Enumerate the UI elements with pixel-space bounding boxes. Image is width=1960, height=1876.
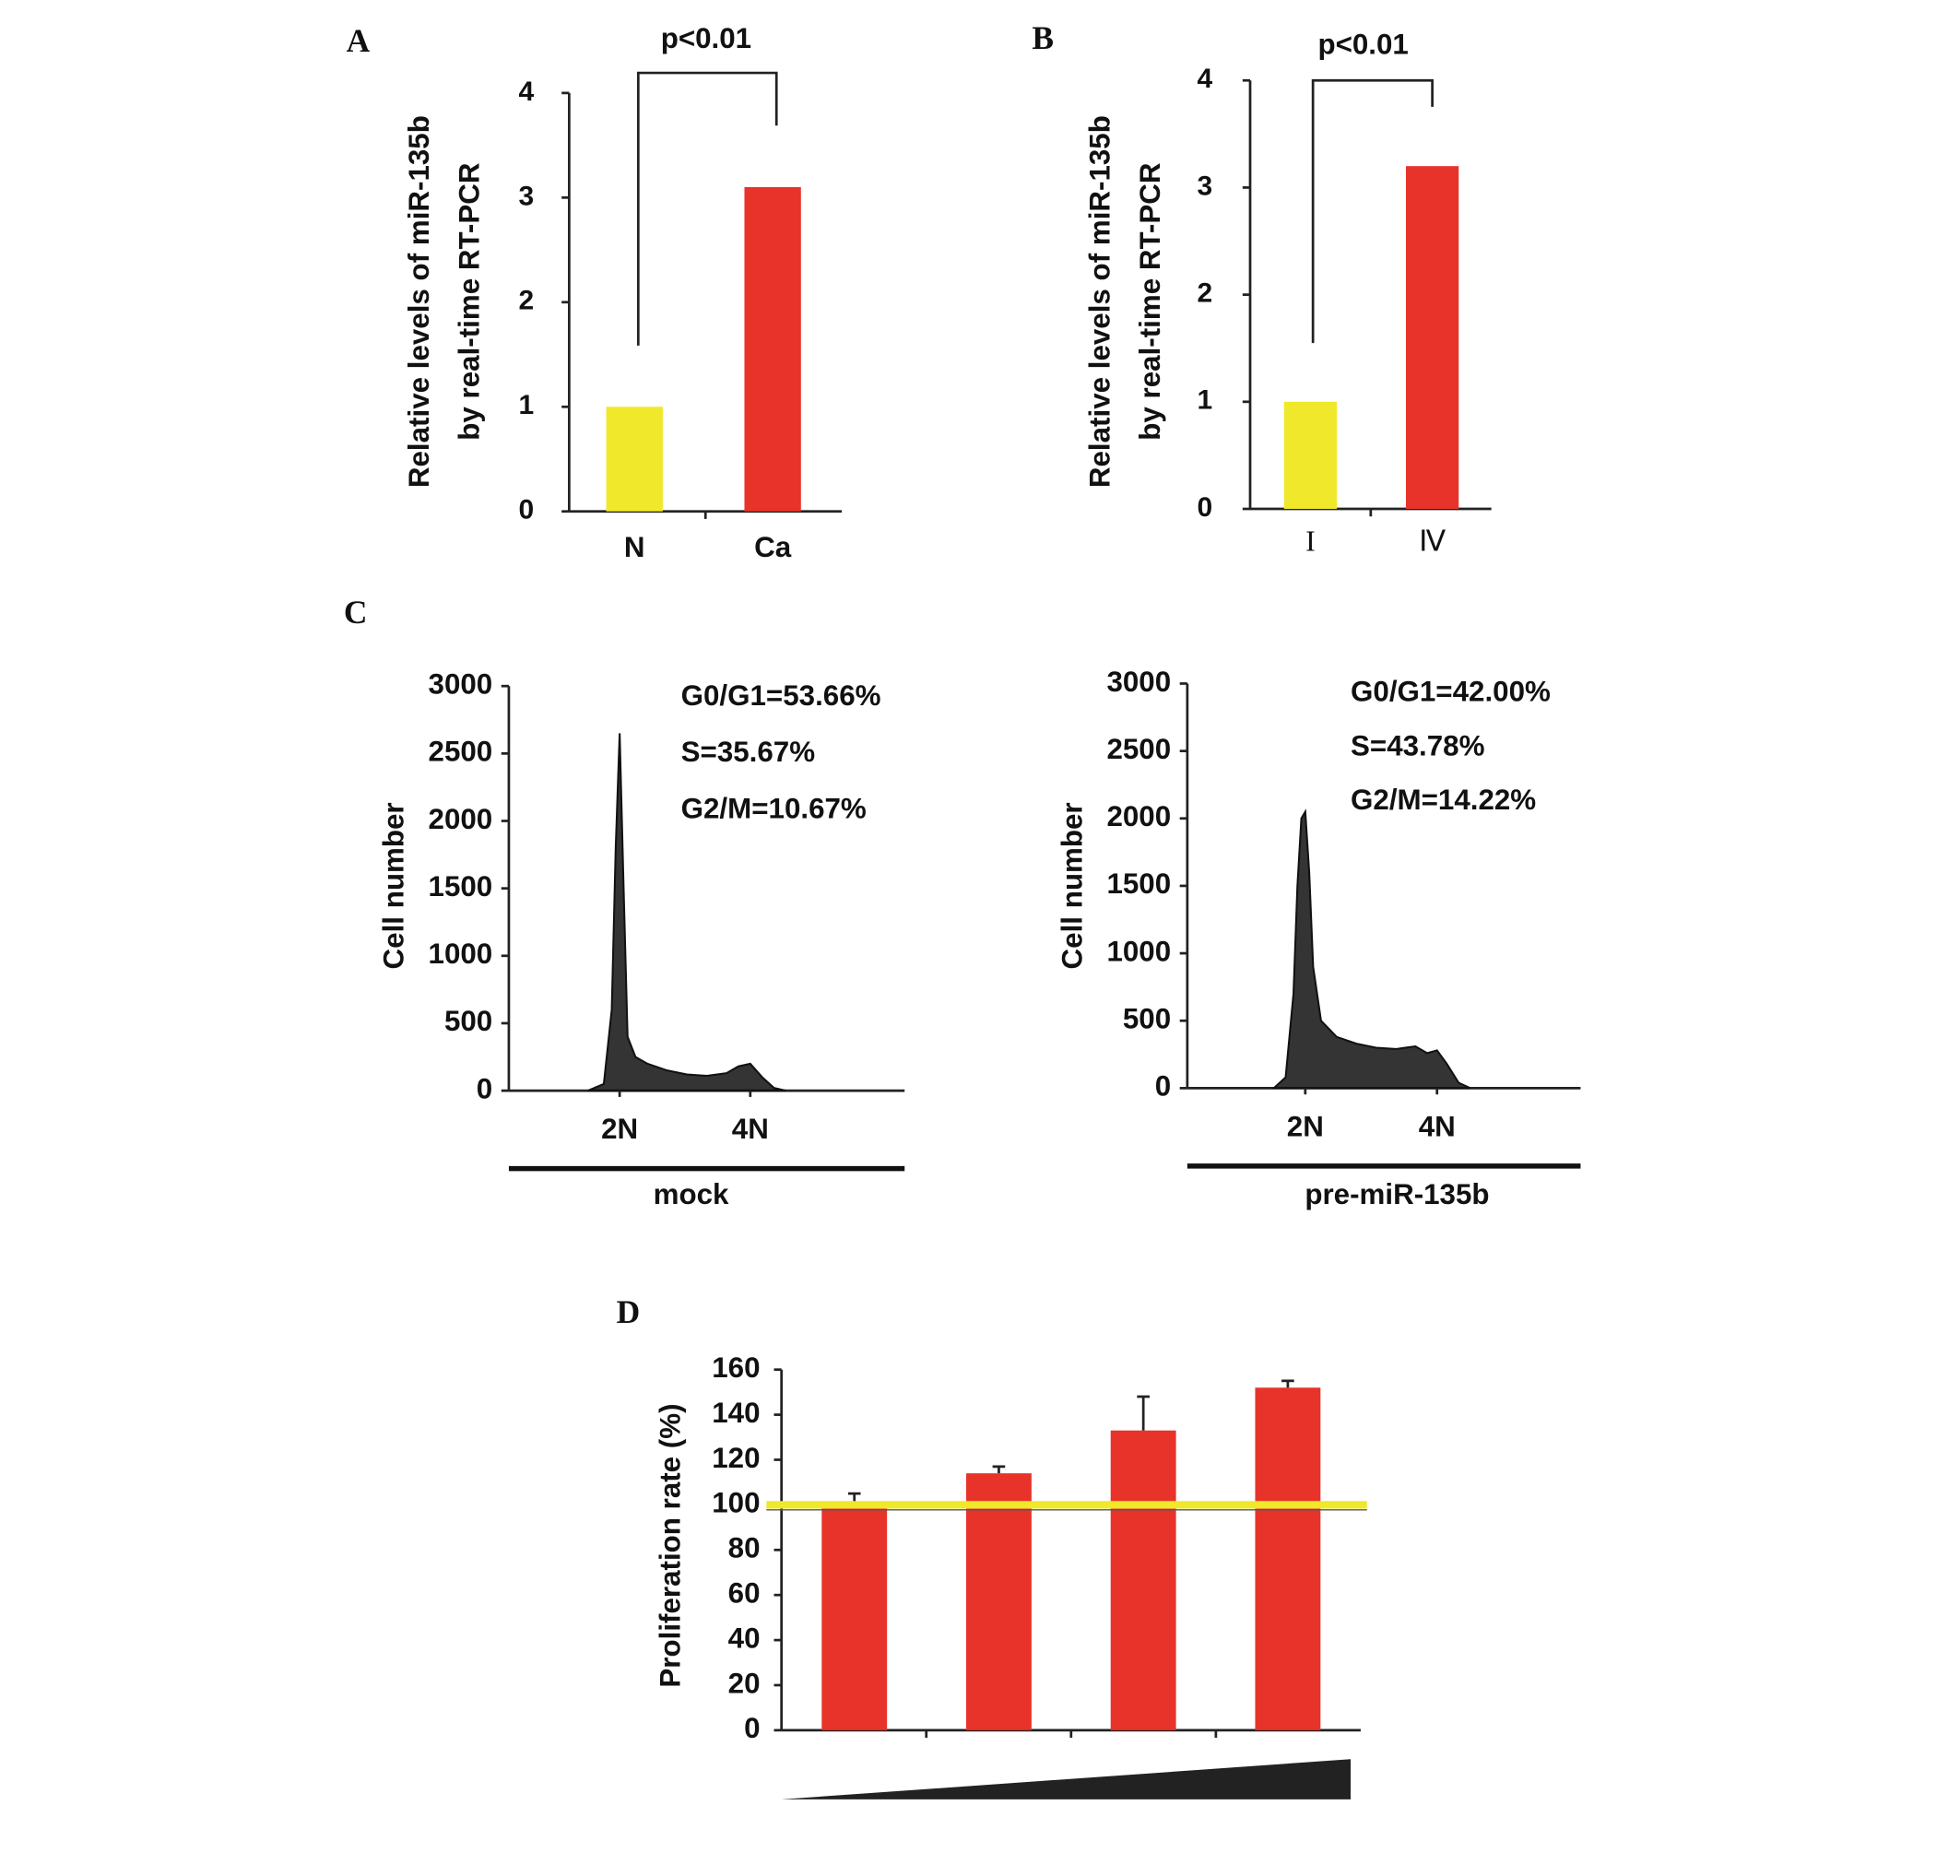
y-tick-label: 2500: [1106, 733, 1171, 765]
y-axis-label: Proliferation rate (%): [654, 1403, 686, 1687]
y-tick-label: 1000: [1106, 935, 1171, 967]
y-tick-label: 0: [519, 495, 535, 525]
histogram-area: [1271, 808, 1471, 1090]
bar: [1405, 166, 1459, 510]
histogram-area: [587, 733, 786, 1092]
bar: [1110, 1430, 1176, 1730]
x-tick-label: 2N: [1287, 1110, 1324, 1142]
significance-bracket: [636, 71, 778, 346]
error-bar: [992, 1465, 1006, 1474]
y-tick-label: 1000: [429, 938, 493, 970]
significance-bracket: [1311, 78, 1434, 344]
y-tick-label: 140: [712, 1397, 760, 1429]
annotation: G2/M=14.22%: [1351, 784, 1536, 816]
y-tick-label: 2000: [429, 803, 493, 835]
y-axis-label: by real-time RT-PCR: [453, 163, 485, 441]
panel-label: D: [617, 1293, 641, 1330]
y-tick-label: 500: [444, 1005, 492, 1037]
bar: [606, 407, 663, 512]
annotation: p<0.01: [1317, 29, 1408, 61]
y-tick-label: 0: [1197, 492, 1212, 523]
y-tick-label: 1: [1197, 385, 1212, 416]
error-bar: [1281, 1379, 1294, 1388]
y-tick-label: 3: [519, 181, 535, 211]
panel-label: B: [1032, 19, 1054, 56]
x-tick-label: 4N: [732, 1113, 769, 1145]
annotation: S=35.67%: [681, 736, 816, 768]
annotation: G0/G1=42.00%: [1351, 676, 1551, 708]
y-tick-label: 40: [728, 1622, 761, 1654]
x-tick-label: Ⅳ: [1419, 525, 1446, 557]
annotation: G0/G1=53.66%: [681, 679, 881, 712]
y-tick-label: 3000: [429, 667, 493, 700]
x-tick-label: N: [624, 531, 645, 563]
y-tick-label: 20: [728, 1667, 761, 1699]
y-tick-label: 0: [477, 1072, 492, 1104]
y-tick-label: 4: [1197, 64, 1212, 94]
annotation: p<0.01: [661, 22, 751, 54]
annotation: S=43.78%: [1351, 729, 1485, 761]
x-axis-label: pre-miR-135b: [1305, 1178, 1489, 1210]
x-tick-label: 2N: [601, 1113, 638, 1145]
x-tick-label: 4N: [1419, 1110, 1456, 1142]
dose-wedge: [781, 1759, 1352, 1799]
y-tick-label: 2: [1197, 278, 1212, 309]
y-axis-label: Cell number: [378, 802, 410, 969]
y-tick-label: 120: [712, 1442, 760, 1474]
y-tick-label: 0: [744, 1712, 760, 1744]
y-axis-label: Relative levels of miR-135b: [1083, 115, 1116, 488]
bar: [966, 1473, 1032, 1730]
bar: [821, 1504, 888, 1730]
y-tick-label: 160: [712, 1351, 760, 1384]
y-axis-label: by real-time RT-PCR: [1134, 163, 1166, 441]
y-axis-label: Cell number: [1056, 802, 1088, 969]
y-tick-label: 1500: [429, 870, 493, 903]
y-tick-label: 60: [728, 1576, 761, 1609]
y-tick-label: 2: [519, 286, 535, 316]
y-tick-label: 1500: [1106, 867, 1171, 900]
bar: [744, 186, 801, 512]
x-tick-label: I: [1305, 525, 1315, 557]
x-axis-label: mock: [654, 1178, 729, 1210]
y-tick-label: 3: [1197, 171, 1212, 201]
y-tick-label: 4: [519, 77, 535, 107]
annotation: G2/M=10.67%: [681, 792, 867, 824]
y-tick-label: 2000: [1106, 800, 1171, 832]
error-bar: [1137, 1395, 1150, 1431]
y-axis-label: Relative levels of miR-135b: [403, 115, 435, 488]
y-tick-label: 3000: [1106, 666, 1171, 698]
panel-label: A: [347, 22, 371, 59]
x-tick-label: Ca: [754, 531, 792, 563]
bar: [1255, 1387, 1321, 1730]
panel-label: C: [344, 594, 368, 631]
y-tick-label: 80: [728, 1532, 761, 1564]
y-tick-label: 1: [519, 390, 535, 420]
bar: [1283, 401, 1338, 510]
y-tick-label: 2500: [429, 736, 493, 768]
y-tick-label: 500: [1123, 1003, 1171, 1035]
y-tick-label: 0: [1155, 1070, 1171, 1103]
y-tick-label: 100: [712, 1487, 760, 1519]
